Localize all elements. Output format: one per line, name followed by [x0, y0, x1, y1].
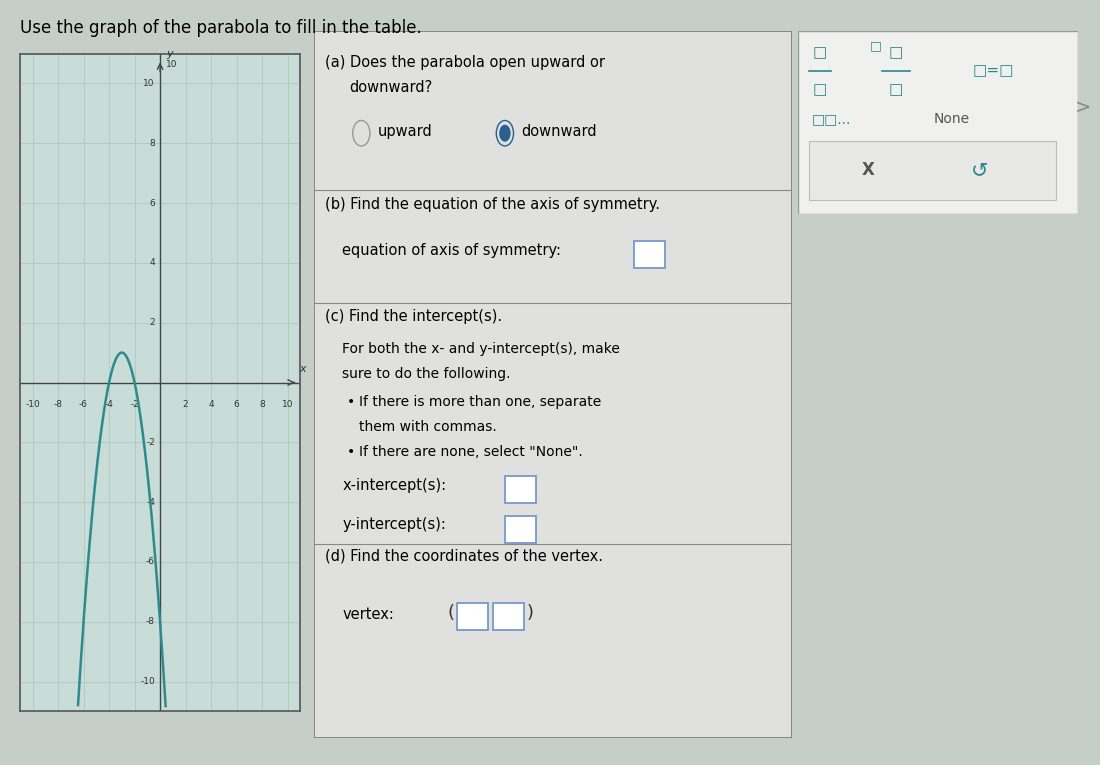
Text: •: • [346, 395, 355, 409]
Text: ): ) [527, 604, 534, 622]
Text: (: ( [448, 604, 454, 622]
Bar [808, 141, 1056, 200]
Text: -4: -4 [104, 400, 113, 409]
Text: -6: -6 [146, 558, 155, 566]
Text: □: □ [813, 45, 827, 60]
Text: equation of axis of symmetry:: equation of axis of symmetry: [342, 243, 561, 258]
FancyBboxPatch shape [505, 477, 536, 503]
FancyBboxPatch shape [505, 516, 536, 543]
Text: 6: 6 [150, 199, 155, 207]
Text: -10: -10 [140, 677, 155, 686]
Text: □□...: □□... [812, 112, 850, 125]
Text: -4: -4 [146, 497, 155, 506]
Text: x: x [299, 363, 306, 373]
Text: 4: 4 [150, 259, 155, 268]
Text: (a) Does the parabola open upward or: (a) Does the parabola open upward or [326, 55, 605, 70]
Text: 8: 8 [150, 138, 155, 148]
Text: (b) Find the equation of the axis of symmetry.: (b) Find the equation of the axis of sym… [326, 197, 660, 212]
FancyBboxPatch shape [458, 603, 488, 630]
Text: them with commas.: them with commas. [359, 420, 497, 434]
FancyBboxPatch shape [493, 603, 524, 630]
Text: □: □ [889, 82, 903, 97]
Text: -2: -2 [146, 438, 155, 447]
Text: For both the x- and y-intercept(s), make: For both the x- and y-intercept(s), make [342, 342, 620, 356]
Text: vertex:: vertex: [342, 607, 394, 622]
Text: downward: downward [521, 124, 597, 138]
Text: □=□: □=□ [974, 63, 1014, 79]
Text: y: y [166, 48, 173, 59]
FancyBboxPatch shape [634, 241, 665, 268]
Text: If there is more than one, separate: If there is more than one, separate [359, 395, 602, 409]
Text: 10: 10 [282, 400, 294, 409]
Text: □: □ [870, 39, 882, 52]
Text: (d) Find the coordinates of the vertex.: (d) Find the coordinates of the vertex. [326, 549, 604, 564]
Text: X: X [861, 161, 875, 179]
Text: sure to do the following.: sure to do the following. [342, 366, 510, 381]
Text: Use the graph of the parabola to fill in the table.: Use the graph of the parabola to fill in… [20, 19, 421, 37]
Text: -8: -8 [146, 617, 155, 627]
Text: If there are none, select "None".: If there are none, select "None". [359, 444, 583, 458]
Text: 4: 4 [208, 400, 213, 409]
Text: y-intercept(s):: y-intercept(s): [342, 517, 447, 532]
Text: -6: -6 [79, 400, 88, 409]
Text: None: None [934, 112, 970, 125]
Text: □: □ [813, 82, 827, 97]
Text: •: • [346, 444, 355, 458]
Text: 6: 6 [233, 400, 240, 409]
Circle shape [499, 125, 510, 142]
Text: 2: 2 [150, 318, 155, 327]
Text: -8: -8 [54, 400, 63, 409]
Text: -2: -2 [130, 400, 139, 409]
Text: -10: -10 [25, 400, 40, 409]
Text: (c) Find the intercept(s).: (c) Find the intercept(s). [326, 309, 503, 324]
Text: >: > [1076, 98, 1091, 116]
Text: 8: 8 [260, 400, 265, 409]
Text: upward: upward [378, 124, 432, 138]
Text: 10: 10 [143, 79, 155, 88]
Text: 10: 10 [166, 60, 178, 69]
Text: x-intercept(s):: x-intercept(s): [342, 478, 447, 493]
Text: ↺: ↺ [971, 160, 989, 180]
Text: downward?: downward? [350, 80, 432, 95]
Text: 2: 2 [183, 400, 188, 409]
Text: □: □ [889, 45, 903, 60]
